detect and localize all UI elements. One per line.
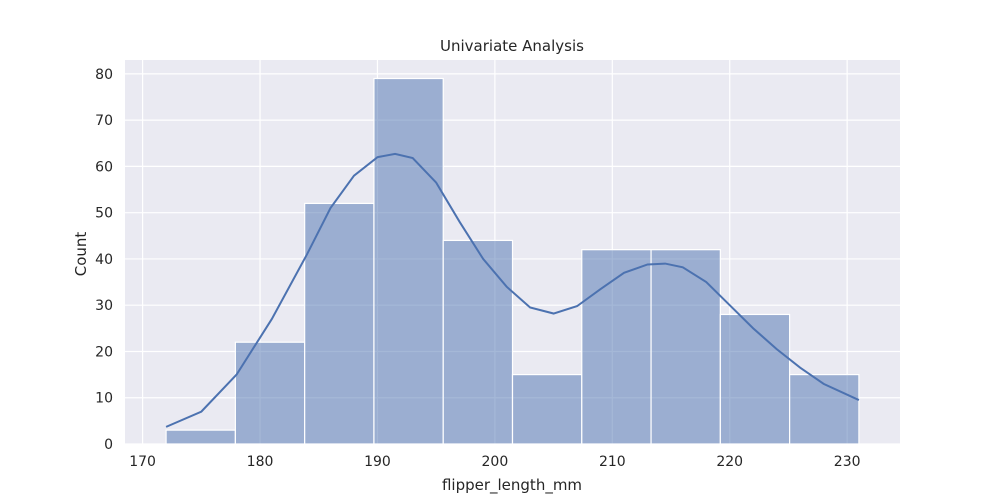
y-tick-label: 40 [95, 252, 113, 268]
histogram-bar [650, 249, 721, 445]
histogram-bar [304, 202, 375, 445]
x-tick-labels: 170 180 190 200 210 220 230 [129, 454, 860, 470]
histogram-bar [511, 374, 583, 445]
kde-line [165, 152, 860, 428]
x-tick-label: 210 [599, 454, 626, 470]
y-tick-label: 20 [95, 344, 113, 360]
y-tick-label: 70 [95, 113, 113, 129]
x-tick-label: 180 [247, 454, 274, 470]
y-tick-label: 50 [95, 206, 113, 222]
histogram-bar [789, 374, 860, 445]
x-tick-label: 220 [716, 454, 743, 470]
x-tick-label: 230 [834, 454, 861, 470]
y-tick-label: 80 [95, 67, 113, 83]
x-axis-label: flipper_length_mm [442, 476, 582, 495]
y-tick-labels: 0 10 20 30 40 50 60 70 80 [95, 67, 113, 453]
histogram-bar [373, 77, 444, 445]
y-tick-label: 0 [104, 437, 113, 453]
y-tick-label: 60 [95, 159, 113, 175]
chart-title: Univariate Analysis [440, 37, 584, 55]
histogram-bars [165, 77, 860, 445]
x-tick-label: 200 [482, 454, 509, 470]
y-tick-label: 10 [95, 391, 113, 407]
histogram-bar [234, 341, 306, 445]
y-tick-label: 30 [95, 298, 113, 314]
x-tick-label: 170 [129, 454, 156, 470]
x-tick-label: 190 [364, 454, 391, 470]
histogram-bar [165, 429, 236, 445]
histogram-bar [581, 249, 652, 445]
histogram-bar [442, 239, 514, 445]
y-axis-label: Count [72, 232, 90, 277]
histogram-bar [719, 313, 791, 445]
